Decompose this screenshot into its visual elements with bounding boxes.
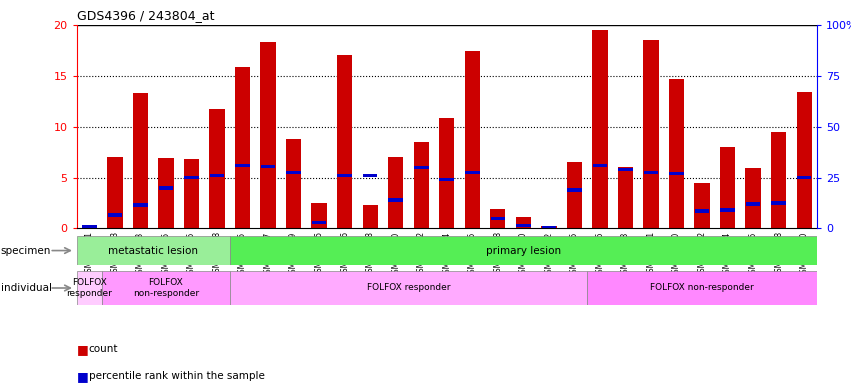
Bar [745, 169, 761, 228]
Bar [465, 171, 480, 174]
Bar [82, 225, 97, 228]
Bar [797, 176, 812, 179]
Bar [720, 147, 735, 228]
Bar [541, 227, 557, 228]
Bar [158, 186, 174, 190]
Bar [209, 174, 225, 177]
Text: FOLFOX responder: FOLFOX responder [367, 283, 450, 293]
Bar [102, 271, 230, 305]
Bar [643, 40, 659, 228]
Bar [541, 226, 557, 229]
Text: count: count [89, 344, 118, 354]
Text: ■: ■ [77, 370, 89, 383]
Text: FOLFOX non-responder: FOLFOX non-responder [650, 283, 754, 293]
Bar [643, 171, 659, 174]
Bar [587, 271, 817, 305]
Bar [230, 236, 817, 265]
Bar [388, 198, 403, 202]
Bar [439, 178, 454, 181]
Bar [771, 201, 786, 205]
Bar [797, 92, 812, 228]
Bar [82, 227, 97, 228]
Bar [745, 202, 761, 206]
Bar [235, 67, 250, 228]
Text: FOLFOX
responder: FOLFOX responder [66, 278, 112, 298]
Bar [311, 220, 327, 224]
Bar [286, 171, 301, 174]
Bar [286, 139, 301, 228]
Bar [260, 42, 276, 228]
Bar [260, 165, 276, 168]
Bar [771, 132, 786, 228]
Text: GDS4396 / 243804_at: GDS4396 / 243804_at [77, 9, 214, 22]
Text: individual: individual [1, 283, 52, 293]
Bar [184, 176, 199, 179]
Bar [490, 217, 505, 220]
Bar [311, 203, 327, 228]
Bar [567, 162, 582, 228]
Bar [414, 166, 429, 169]
Text: ■: ■ [77, 343, 89, 356]
Bar [618, 167, 633, 228]
Bar [235, 164, 250, 167]
Bar [133, 93, 148, 228]
Bar [465, 51, 480, 228]
Bar [490, 209, 505, 228]
Bar [107, 157, 123, 228]
Bar [77, 236, 230, 265]
Bar [414, 142, 429, 228]
Bar [516, 217, 531, 228]
Bar [184, 159, 199, 228]
Bar [363, 174, 378, 177]
Bar [158, 158, 174, 228]
Bar [516, 223, 531, 227]
Text: percentile rank within the sample: percentile rank within the sample [89, 371, 265, 381]
Bar [230, 271, 587, 305]
Bar [567, 188, 582, 192]
Bar [669, 79, 684, 228]
Bar [337, 55, 352, 228]
Bar [694, 183, 710, 228]
Bar [363, 205, 378, 228]
Bar [618, 168, 633, 171]
Text: FOLFOX
non-responder: FOLFOX non-responder [133, 278, 199, 298]
Bar [388, 157, 403, 228]
Bar [133, 203, 148, 207]
Bar [720, 209, 735, 212]
Bar [439, 118, 454, 228]
Bar [107, 214, 123, 217]
Bar [337, 174, 352, 177]
Bar [77, 271, 102, 305]
Bar [592, 30, 608, 228]
Bar [592, 164, 608, 167]
Bar [669, 172, 684, 175]
Bar [694, 209, 710, 213]
Text: metastatic lesion: metastatic lesion [108, 245, 198, 256]
Bar [209, 109, 225, 228]
Text: specimen: specimen [1, 245, 51, 256]
Text: primary lesion: primary lesion [486, 245, 561, 256]
